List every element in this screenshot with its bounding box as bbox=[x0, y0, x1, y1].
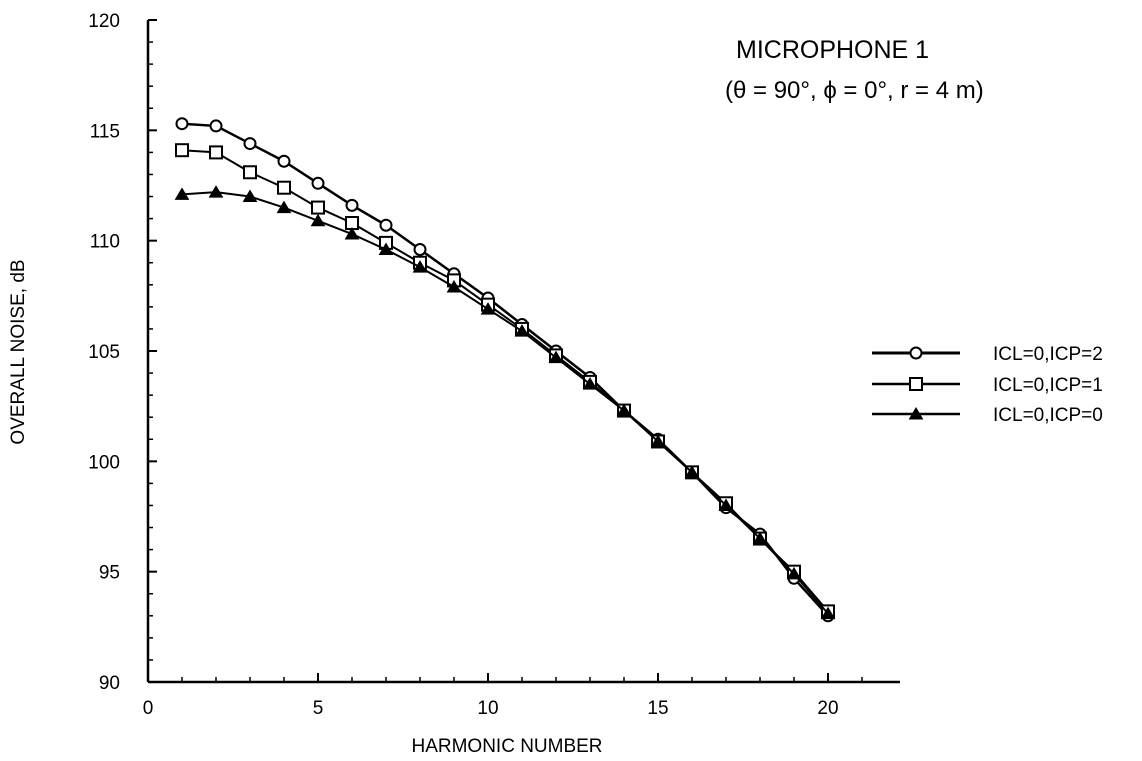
triangle-marker bbox=[174, 187, 190, 200]
triangle-marker bbox=[514, 324, 530, 337]
triangle-marker bbox=[344, 227, 360, 240]
plot-axes: 0 5 10 15 20 90 95 100 105 110 115 120 bbox=[88, 11, 900, 719]
legend-entry: ICL=0,ICP=2 bbox=[872, 344, 1103, 365]
legend-label: ICL=0,ICP=1 bbox=[993, 375, 1103, 396]
circle-marker bbox=[909, 346, 923, 360]
legend: ICL=0,ICP=2 ICL=0,ICP=1 ICL=0,ICP=0 bbox=[872, 344, 1103, 426]
triangle-marker bbox=[446, 280, 462, 293]
triangle-marker bbox=[820, 606, 836, 620]
x-axis-title: HARMONIC NUMBER bbox=[411, 736, 602, 757]
series-triangle bbox=[174, 185, 836, 620]
square-marker bbox=[277, 180, 291, 195]
triangle-marker bbox=[412, 260, 428, 273]
triangle-marker bbox=[378, 242, 394, 255]
circle-marker bbox=[413, 242, 427, 256]
triangle-marker bbox=[242, 189, 258, 203]
legend-entry: ICL=0,ICP=1 bbox=[872, 375, 1103, 396]
series-square bbox=[175, 143, 835, 619]
triangle-marker bbox=[684, 465, 700, 478]
series-line bbox=[181, 191, 829, 615]
square-marker bbox=[175, 143, 189, 158]
triangle-marker bbox=[616, 403, 632, 417]
legend-entry: ICL=0,ICP=0 bbox=[872, 405, 1103, 426]
legend-label: ICL=0,ICP=0 bbox=[993, 405, 1103, 426]
triangle-marker bbox=[276, 200, 292, 214]
series-line bbox=[181, 149, 829, 613]
y-tick-label: 100 bbox=[88, 452, 120, 473]
triangle-marker bbox=[718, 498, 734, 511]
triangle-marker bbox=[908, 407, 924, 420]
y-tick-label: 95 bbox=[99, 563, 120, 584]
square-marker bbox=[243, 165, 257, 180]
y-tick-label: 115 bbox=[90, 121, 120, 142]
chart-subtitle: (θ = 90°, ϕ = 0°, r = 4 m) bbox=[725, 77, 984, 104]
triangle-marker bbox=[548, 350, 564, 364]
y-tick-label: 110 bbox=[90, 232, 120, 253]
square-marker bbox=[909, 377, 923, 391]
circle-marker bbox=[345, 198, 359, 212]
y-ticks: 90 95 100 105 110 115 120 bbox=[88, 11, 157, 694]
x-tick-label: 5 bbox=[313, 698, 324, 719]
circle-marker bbox=[277, 154, 291, 168]
circle-marker bbox=[379, 218, 393, 232]
triangle-marker bbox=[480, 302, 496, 315]
triangle-marker bbox=[752, 531, 768, 545]
x-tick-label: 15 bbox=[647, 698, 668, 719]
circle-marker bbox=[311, 176, 325, 190]
y-tick-label: 90 bbox=[99, 673, 120, 694]
triangle-marker bbox=[786, 566, 802, 580]
series-line bbox=[181, 122, 829, 617]
y-tick-label: 120 bbox=[88, 11, 120, 32]
x-tick-label: 20 bbox=[817, 698, 838, 719]
circle-marker bbox=[209, 119, 223, 133]
chart-title: MICROPHONE 1 bbox=[736, 36, 929, 64]
x-tick-label: 10 bbox=[477, 698, 498, 719]
circle-marker bbox=[243, 137, 257, 151]
triangle-marker bbox=[208, 185, 224, 198]
x-ticks: 0 5 10 15 20 bbox=[143, 673, 863, 719]
triangle-marker bbox=[650, 434, 666, 447]
series-layer bbox=[174, 117, 836, 623]
y-axis-title: OVERALL NOISE, dB bbox=[8, 259, 29, 444]
circle-marker bbox=[175, 117, 189, 131]
square-marker bbox=[311, 200, 325, 215]
triangle-marker bbox=[310, 213, 326, 227]
legend-label: ICL=0,ICP=2 bbox=[993, 344, 1103, 365]
x-tick-label: 0 bbox=[143, 698, 154, 719]
triangle-marker bbox=[582, 377, 598, 390]
square-marker bbox=[209, 145, 223, 160]
y-tick-label: 105 bbox=[88, 342, 120, 363]
series-circle bbox=[175, 117, 835, 623]
